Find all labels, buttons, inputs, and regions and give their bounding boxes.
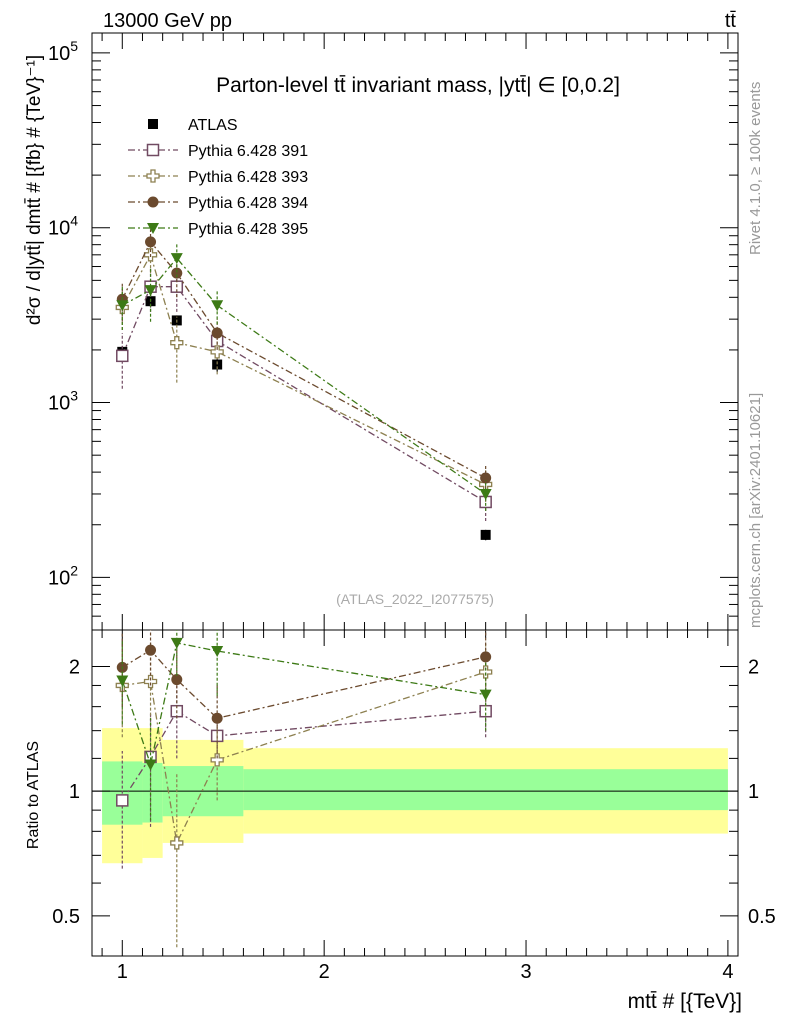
y-tick-label: 102 bbox=[48, 562, 78, 589]
ratio-frame bbox=[91, 629, 739, 957]
legend-label: Pythia 6.428 391 bbox=[188, 143, 308, 160]
ratio-point bbox=[144, 759, 157, 771]
ratio-series-p395 bbox=[116, 630, 492, 821]
analysis-tag: (ATLAS_2022_I2077575) bbox=[336, 591, 494, 607]
legend-label: Pythia 6.428 395 bbox=[188, 221, 308, 238]
legend: ATLAS Pythia 6.428 391 Pythia 6.428 393 Pyt… bbox=[128, 117, 308, 238]
series-p393 bbox=[115, 240, 493, 502]
data-point bbox=[211, 300, 224, 312]
x-axis-label: mtt̄ # [{TeV}] bbox=[628, 990, 742, 1013]
data-point bbox=[144, 285, 157, 297]
series-p394 bbox=[116, 229, 492, 494]
source-note: mcplots.cern.ch [arXiv:2401.10621] bbox=[747, 393, 764, 628]
data-point bbox=[212, 359, 223, 370]
legend-marker bbox=[148, 119, 158, 129]
data-point bbox=[170, 336, 184, 350]
data-point bbox=[116, 300, 129, 312]
ratio-point bbox=[143, 674, 158, 689]
ratio-uncertainty-bands bbox=[102, 728, 728, 864]
data-point bbox=[210, 345, 224, 359]
x-tick-label: 3 bbox=[520, 961, 531, 983]
ratio-point bbox=[210, 753, 224, 767]
main-panel: 102 103 104 105 Parton-level tt̄ invariant … bbox=[24, 32, 739, 631]
ratio-panel: 0.5 0.5 1 1 2 2 1 2 3 4 Ratio to ATLAS bbox=[25, 629, 776, 983]
energy-label: 13000 GeV pp bbox=[103, 10, 232, 32]
ratio-tick-label-right: 2 bbox=[748, 657, 759, 679]
legend-label: Pythia 6.428 393 bbox=[188, 169, 308, 186]
rivet-version-note: Rivet 4.1.0, ≥ 100k events bbox=[747, 82, 764, 255]
ratio-series-p394 bbox=[116, 630, 492, 759]
main-series-layer bbox=[115, 229, 493, 541]
ratio-tick-label-right: 0.5 bbox=[748, 906, 776, 928]
ratio-point bbox=[211, 646, 224, 658]
ratio-axis-ticks: 0.5 0.5 1 1 2 2 1 2 3 4 bbox=[52, 630, 776, 983]
y-tick-label: 103 bbox=[48, 388, 78, 415]
ratio-point bbox=[145, 644, 157, 656]
data-point bbox=[171, 267, 183, 279]
ratio-line bbox=[121, 649, 486, 719]
x-tick-label: 2 bbox=[319, 961, 330, 983]
inner-band bbox=[142, 762, 163, 823]
ratio-tick-label-right: 1 bbox=[748, 781, 759, 803]
legend-marker bbox=[147, 223, 159, 234]
ratio-point bbox=[170, 637, 183, 649]
legend-label: ATLAS bbox=[188, 117, 238, 134]
ratio-point bbox=[116, 675, 129, 687]
ratio-line bbox=[122, 671, 486, 846]
ratio-tick-label: 1 bbox=[69, 781, 80, 803]
ratio-point bbox=[480, 651, 492, 663]
legend-marker bbox=[146, 169, 160, 183]
x-tick-label: 1 bbox=[117, 961, 128, 983]
ratio-point bbox=[116, 794, 129, 807]
data-point bbox=[480, 529, 491, 540]
main-y-axis-label: d²σ / d|ytt̄| dmtt̄ # [{fb} # {TeV}⁻¹] bbox=[24, 55, 45, 325]
ratio-point bbox=[479, 665, 493, 679]
data-point bbox=[211, 327, 223, 339]
ratio-point bbox=[170, 836, 184, 850]
ratio-y-axis-label: Ratio to ATLAS bbox=[25, 741, 42, 849]
data-point bbox=[480, 472, 492, 484]
ratio-line bbox=[121, 710, 486, 801]
inner-band bbox=[243, 769, 728, 811]
data-point bbox=[479, 488, 492, 500]
ratio-point bbox=[479, 689, 492, 701]
data-point bbox=[170, 253, 183, 265]
ratio-series-layer bbox=[115, 630, 493, 948]
series-p395 bbox=[116, 242, 492, 511]
main-axis-ticks: 102 103 104 105 bbox=[48, 33, 738, 631]
process-label: tt̄ bbox=[725, 10, 737, 32]
data-point bbox=[145, 236, 157, 248]
legend-marker bbox=[147, 196, 159, 208]
series-line bbox=[121, 257, 487, 495]
legend-label: Pythia 6.428 394 bbox=[188, 195, 308, 212]
y-tick-label: 105 bbox=[48, 38, 78, 65]
x-tick-label: 4 bbox=[722, 961, 733, 983]
data-point bbox=[116, 349, 129, 363]
ratio-tick-label: 2 bbox=[69, 657, 80, 679]
legend-marker bbox=[146, 143, 160, 157]
ratio-tick-label: 0.5 bbox=[52, 906, 80, 928]
main-chart-title: Parton-level tt̄ invariant mass, |ytt̄| … bbox=[216, 74, 620, 97]
ratio-point bbox=[211, 712, 223, 724]
y-tick-label: 104 bbox=[48, 213, 78, 240]
ratio-point bbox=[171, 674, 183, 686]
